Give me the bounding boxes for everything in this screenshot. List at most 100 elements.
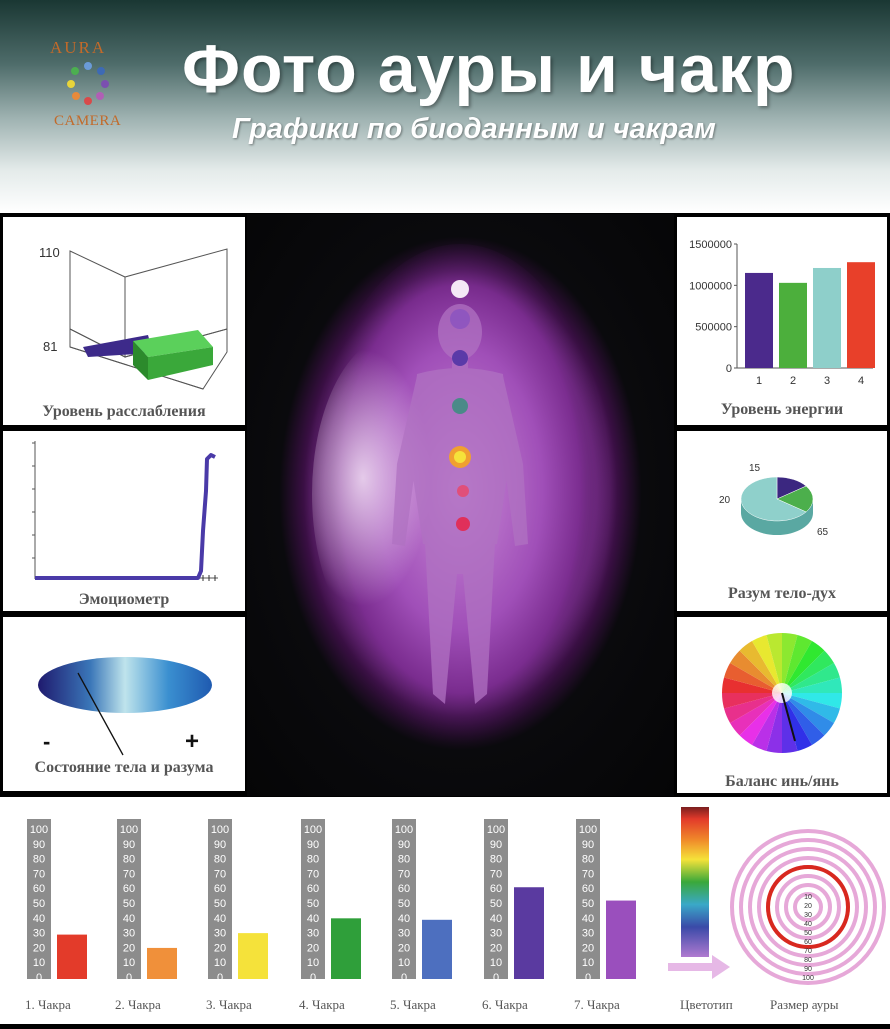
chakra-scale-tick: 50 — [490, 898, 502, 910]
chakra-scale-tick: 90 — [214, 839, 226, 851]
yin-yang-pointer — [781, 692, 796, 742]
mind-body-spirit-caption: Разум тело-дух — [728, 585, 836, 602]
chakra-scale-tick: 60 — [33, 883, 45, 895]
emotiometer-chart — [32, 441, 218, 581]
chakra-bar — [422, 919, 452, 979]
yin-yang-panel: Баланс инь/янь — [677, 617, 887, 793]
color-wheel-segment — [739, 641, 782, 693]
chakra-scale-tick: 90 — [307, 839, 319, 851]
chakra-scale-column — [484, 819, 508, 979]
relaxation-caption: Уровень расслабления — [42, 403, 206, 420]
chakra-scale-tick: 20 — [307, 942, 319, 954]
color-wheel-segment — [782, 693, 825, 745]
chakra-scale-tick: 60 — [214, 883, 226, 895]
energy-bar — [813, 267, 841, 368]
chakra-label: 3. Чакра — [206, 997, 252, 1012]
chakra-scale-column — [208, 819, 232, 979]
chakra-scale-tick: 90 — [398, 839, 410, 851]
chakra-scale-tick: 50 — [398, 898, 410, 910]
chakra-scale-tick: 0 — [217, 972, 223, 984]
chakra-scale-tick: 20 — [123, 942, 135, 954]
chakra-scale-tick: 70 — [398, 868, 410, 880]
chakra-scale-tick: 80 — [398, 854, 410, 866]
page-subtitle: Графики по биоданным и чакрам — [232, 113, 716, 145]
energy-y-tick-label: 0 — [726, 363, 732, 375]
emotiometer-panel: Эмоциометр — [3, 431, 245, 611]
energy-bar — [847, 262, 875, 368]
chakra-label: 2. Чакра — [115, 997, 161, 1012]
aura-size-tick: 60 — [804, 939, 812, 946]
chakra-scale-tick: 0 — [493, 972, 499, 984]
aura-ring — [784, 883, 832, 931]
chakra-scale-tick: 30 — [582, 928, 594, 940]
emotiometer-line — [35, 453, 216, 580]
aura-size-tick: 20 — [804, 903, 812, 910]
emotiometer-caption: Эмоциометр — [78, 591, 170, 608]
chakra-points — [449, 280, 471, 531]
color-type-spectrum — [681, 807, 709, 957]
chakra-charts: 1009080706050403020100100908070605040302… — [27, 807, 886, 985]
chakra-scale-tick: 80 — [307, 854, 319, 866]
header-banner: AURA CAMERA Фото ауры и чакр Графики по … — [0, 0, 890, 213]
chakra-scale-tick: 0 — [310, 972, 316, 984]
energy-x-tick-label: 2 — [790, 375, 796, 387]
color-wheel-segment — [782, 693, 840, 723]
chakra-scale-tick: 40 — [490, 913, 502, 925]
chakra-scale-column — [117, 819, 141, 979]
chakra-bar — [331, 918, 361, 979]
chakra-scale-tick: 30 — [214, 928, 226, 940]
color-type-arrow-icon — [668, 955, 730, 979]
bottom-panel: 100 90 80 70 60 50 40 30 20 10 0 100 90 80 70 60 50 40 30 2… — [0, 797, 890, 1024]
page-title: Фото ауры и чакр — [182, 31, 796, 107]
color-wheel-segment — [782, 650, 834, 693]
aura-size-tick: 10 — [804, 894, 812, 901]
logo-text-aura: AURA — [50, 38, 107, 57]
chakra-scale-tick: 90 — [33, 839, 45, 851]
pie-slice — [740, 476, 807, 522]
color-wheel-segment — [782, 641, 825, 693]
color-type-label: Цветотип — [680, 997, 733, 1012]
chakra-scale-tick: 80 — [490, 854, 502, 866]
chakra-scale-tick: 50 — [123, 898, 135, 910]
chakra-scale-tick: 60 — [582, 883, 594, 895]
chakra-scale-tick: 30 — [123, 928, 135, 940]
chakra-scale-tick: 50 — [582, 898, 594, 910]
aura-size-tick: 50 — [804, 930, 812, 937]
chakra-scale-tick: 100 — [395, 824, 413, 836]
aura-ring — [793, 892, 823, 922]
chakra-scale-tick: 80 — [123, 854, 135, 866]
chakra-scale-tick: 40 — [214, 913, 226, 925]
chakra-scale-tick: 90 — [582, 839, 594, 851]
chakra-label: 6. Чакра — [482, 997, 528, 1012]
color-wheel-segment — [782, 635, 812, 693]
chakra-scale-tick: 20 — [398, 942, 410, 954]
chakra-scale-tick: 0 — [401, 972, 407, 984]
chakra-scale-tick: 50 — [33, 898, 45, 910]
chakra-scale-tick: 70 — [490, 868, 502, 880]
chakra-scale-tick: 90 — [490, 839, 502, 851]
aura-ring — [748, 847, 868, 967]
chakra-scale-tick: 70 — [123, 868, 135, 880]
color-wheel-segment — [782, 663, 840, 693]
chakra-bar — [238, 933, 268, 979]
chakra-scale-tick: 80 — [582, 854, 594, 866]
body-mind-gradient-ellipse — [38, 657, 212, 713]
color-wheel-segment — [722, 677, 782, 693]
chakra-bar — [606, 900, 636, 979]
pie-slice-label: 15 — [749, 463, 761, 474]
color-wheel-segment — [782, 693, 842, 709]
color-wheel-segment — [730, 650, 782, 693]
energy-y-tick-label: 1000000 — [689, 280, 732, 292]
aura-size-tick: 70 — [804, 948, 812, 955]
body-mind-chart: - + — [38, 657, 212, 756]
chakra-scale-tick: 10 — [490, 957, 502, 969]
chakra-scale-tick: 10 — [214, 957, 226, 969]
pie-slice — [776, 485, 814, 513]
energy-y-tick-label: 500000 — [695, 322, 732, 334]
chakra-scale-tick: 90 — [123, 839, 135, 851]
chakra-scale-tick: 60 — [490, 883, 502, 895]
mind-body-spirit-chart: 15 20 65 — [719, 463, 829, 538]
aura-size-tick: 40 — [804, 921, 812, 928]
relaxation-bar-2-top — [133, 330, 213, 357]
chakra-scale-tick: 30 — [307, 928, 319, 940]
